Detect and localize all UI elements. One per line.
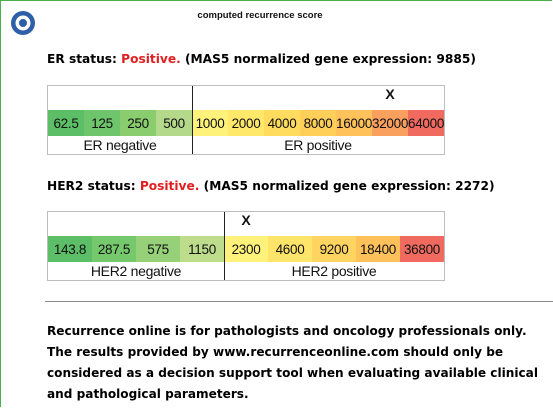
her2-cell: 575 bbox=[136, 236, 180, 262]
her2-negative-label: HER2 negative bbox=[90, 263, 182, 279]
er-cutoff-line bbox=[192, 86, 193, 154]
er-value-cells: 62.5 125 250 500 1000 2000 4000 8000 16000 32000 6… bbox=[48, 110, 444, 136]
er-cell: 32000 bbox=[372, 110, 408, 136]
her2-cell: 143.8 bbox=[48, 236, 92, 262]
er-status-line: ER status: Positive. (MAS5 normalized ge… bbox=[47, 52, 476, 66]
her2-cell: 4600 bbox=[268, 236, 312, 262]
her2-cutoff-line bbox=[224, 212, 225, 280]
er-cell: 1000 bbox=[192, 110, 228, 136]
her2-cell: 9200 bbox=[312, 236, 356, 262]
er-cell: 8000 bbox=[300, 110, 336, 136]
her2-positive-label: HER2 positive bbox=[291, 263, 377, 279]
her2-cell: 287.5 bbox=[92, 236, 136, 262]
er-cell: 250 bbox=[120, 110, 156, 136]
her2-status-value: Positive. bbox=[139, 179, 200, 193]
her2-value-cells: 143.8 287.5 575 1150 2300 4600 9200 18400 36800 bbox=[48, 236, 444, 262]
er-cell: 4000 bbox=[264, 110, 300, 136]
er-negative-label: ER negative bbox=[83, 137, 157, 153]
her2-status-line: HER2 status: Positive. (MAS5 normalized … bbox=[47, 179, 495, 193]
her2-status-label: HER2 status: bbox=[47, 179, 140, 193]
her2-marker-row: X bbox=[48, 212, 444, 236]
er-cell: 62.5 bbox=[48, 110, 84, 136]
disclaimer-text: Recurrence online is for pathologists an… bbox=[47, 324, 538, 401]
er-marker: X bbox=[385, 86, 395, 102]
er-expression-scale: X 62.5 125 250 500 1000 2000 4000 8000 16000 3200… bbox=[47, 85, 445, 155]
app-logo-icon bbox=[11, 11, 35, 35]
er-cell: 64000 bbox=[408, 110, 444, 136]
er-positive-label: ER positive bbox=[284, 137, 352, 153]
er-expression-detail: (MAS5 normalized gene expression: 9885) bbox=[180, 52, 476, 66]
er-cell: 2000 bbox=[228, 110, 264, 136]
er-marker-row: X bbox=[48, 86, 444, 110]
er-cell: 500 bbox=[156, 110, 192, 136]
her2-expression-detail: (MAS5 normalized gene expression: 2272) bbox=[199, 179, 495, 193]
her2-marker: X bbox=[241, 212, 251, 228]
section-divider bbox=[45, 301, 553, 302]
her2-cell: 36800 bbox=[400, 236, 444, 262]
er-status-label: ER status: bbox=[47, 52, 122, 66]
her2-cell: 1150 bbox=[180, 236, 224, 262]
er-status-value: Positive. bbox=[121, 52, 181, 66]
her2-expression-scale: X 143.8 287.5 575 1150 2300 4600 9200 18400 3680… bbox=[47, 211, 445, 281]
page-title: computed recurrence score bbox=[197, 10, 323, 21]
er-cell: 16000 bbox=[336, 110, 372, 136]
her2-cell: 18400 bbox=[356, 236, 400, 262]
her2-cell: 2300 bbox=[224, 236, 268, 262]
er-cell: 125 bbox=[84, 110, 120, 136]
